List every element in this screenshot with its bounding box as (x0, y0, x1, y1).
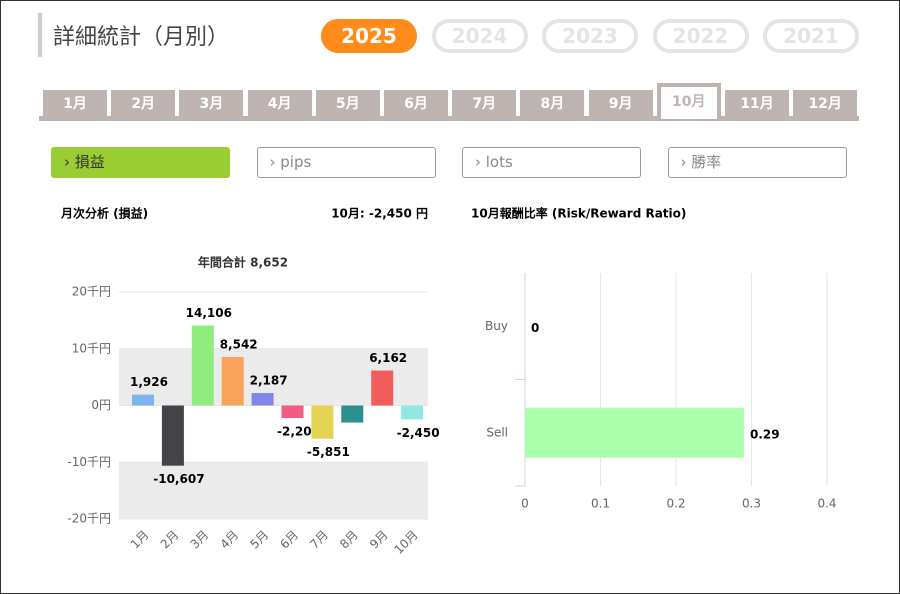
month-tab[interactable]: 6月 (384, 90, 448, 119)
month-tab[interactable]: 5月 (315, 90, 380, 119)
x-tick-label: 0.1 (591, 497, 610, 511)
chart-title: 月次分析 (損益) (60, 206, 148, 221)
value-label: 0.29 (750, 427, 780, 441)
x-tick-label: 0.4 (817, 497, 836, 511)
x-tick-label: 2月 (158, 528, 182, 552)
month-tab[interactable]: 7月 (452, 90, 517, 119)
x-tick-label: 0 (521, 497, 529, 511)
month-tab[interactable]: 1月 (43, 90, 107, 119)
x-tick-label: 10月 (392, 528, 421, 557)
bar (341, 405, 364, 423)
value-label: -2,203 (277, 425, 320, 439)
y-tick-label: 0円 (91, 398, 111, 412)
value-label: 8,542 (220, 338, 258, 352)
x-tick-label: 6月 (277, 528, 301, 552)
year-button[interactable]: 2022 (652, 19, 749, 53)
value-label: 6,162 (369, 351, 407, 365)
plot-band (119, 462, 428, 519)
value-label: -2,450 (397, 426, 440, 440)
month-tab[interactable]: 11月 (725, 90, 789, 119)
bar (251, 393, 274, 406)
y-tick-label: Sell (486, 425, 508, 439)
x-tick-label: 9月 (367, 528, 391, 552)
metric-button[interactable]: › 損益 (51, 147, 230, 178)
y-tick-label: -10千円 (67, 455, 111, 469)
year-button[interactable]: 2024 (431, 19, 528, 53)
month-tab[interactable]: 3月 (179, 90, 244, 119)
bar (525, 407, 744, 458)
page-title: 詳細統計（月別） (53, 25, 230, 50)
year-button[interactable]: 2021 (763, 19, 859, 53)
bar (191, 325, 214, 406)
bar (311, 405, 334, 439)
month-tab[interactable]: 4月 (247, 90, 312, 119)
x-tick-label: 3月 (188, 528, 212, 552)
value-label: -5,851 (307, 445, 350, 459)
x-tick-label: 1月 (128, 528, 152, 552)
y-tick-label: 10千円 (72, 341, 111, 355)
metric-button[interactable]: › lots (462, 147, 641, 178)
year-button[interactable]: 2023 (542, 19, 638, 53)
bar (281, 405, 304, 419)
month-tab[interactable]: 9月 (588, 90, 653, 119)
x-tick-label: 8月 (337, 528, 361, 552)
bar (221, 357, 244, 406)
x-tick-label: 0.3 (742, 497, 761, 511)
month-tab[interactable]: 12月 (793, 90, 858, 119)
metric-button[interactable]: › 勝率 (667, 147, 847, 178)
chart-title: 10月報酬比率 (Risk/Reward Ratio) (471, 206, 686, 221)
bar (132, 394, 154, 406)
value-label: 0 (531, 321, 539, 335)
x-tick-label: 4月 (218, 528, 242, 552)
chart-summary: 10月: -2,450 円 (331, 207, 428, 221)
chart-subtitle: 年間合計 8,652 (198, 255, 288, 270)
bar (401, 405, 424, 420)
y-tick-label: -20千円 (67, 512, 111, 526)
y-tick-label: Buy (485, 319, 508, 333)
value-label: 14,106 (186, 306, 232, 320)
value-label: 2,187 (250, 374, 288, 388)
year-button[interactable]: 2025 (321, 19, 417, 53)
bar (161, 405, 184, 466)
x-tick-label: 7月 (307, 528, 331, 552)
y-tick-label: 20千円 (72, 285, 111, 299)
value-label: -10,607 (153, 472, 204, 486)
month-tab[interactable]: 10月 (656, 83, 721, 119)
title-bar (38, 13, 42, 57)
tab-line (39, 116, 859, 121)
bar (371, 370, 394, 406)
x-tick-label: 0.2 (666, 497, 685, 511)
metric-button[interactable]: › pips (256, 147, 436, 178)
value-label: 1,926 (130, 375, 168, 389)
month-tab[interactable]: 2月 (111, 90, 176, 119)
month-tab[interactable]: 8月 (520, 90, 585, 119)
x-tick-label: 5月 (247, 528, 271, 552)
